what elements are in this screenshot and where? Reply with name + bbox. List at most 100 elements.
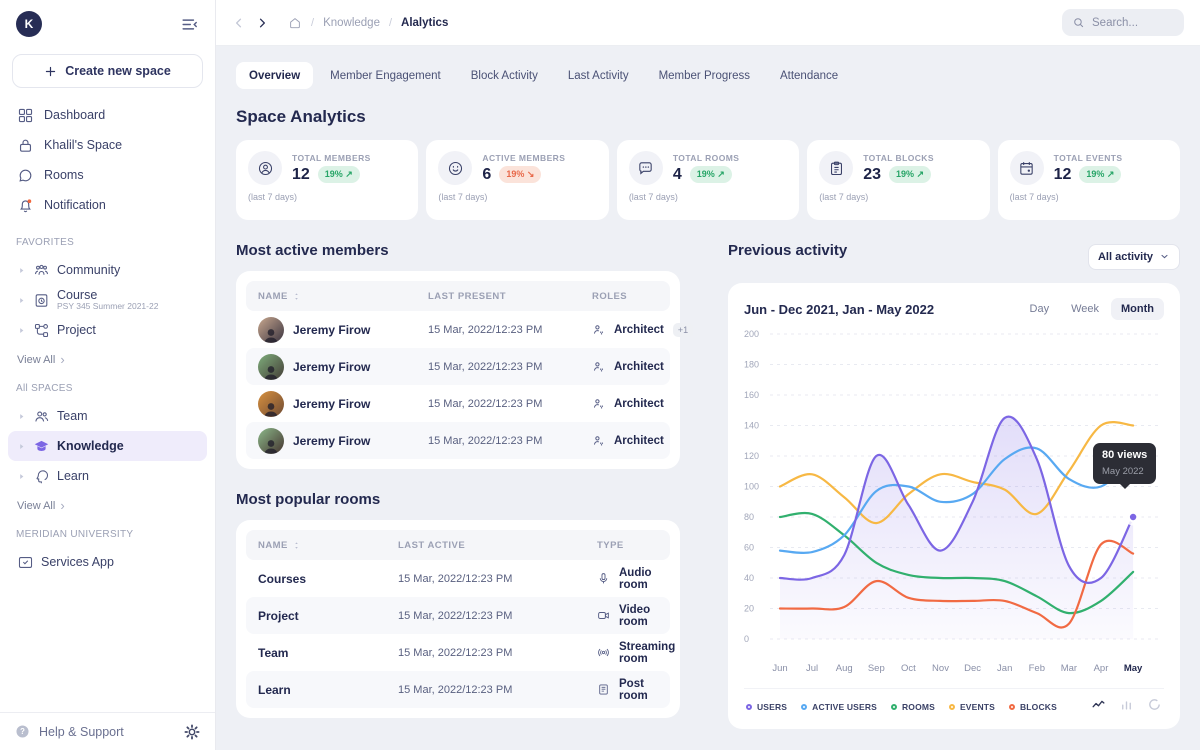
sidebar-item-knowledge[interactable]: Knowledge <box>8 431 207 461</box>
room-row[interactable]: Courses 15 Mar, 2022/12:23 PM Audio room <box>246 560 670 597</box>
sidebar-item-dashboard[interactable]: Dashboard <box>8 100 207 130</box>
period-month[interactable]: Month <box>1111 298 1164 320</box>
tab-member-engagement[interactable]: Member Engagement <box>330 69 441 82</box>
member-name-cell: Jeremy Firow <box>258 316 428 343</box>
breadcrumb-knowledge[interactable]: Knowledge <box>323 16 380 29</box>
legend-item-blocks[interactable]: BLOCKS <box>1009 702 1057 712</box>
change-badge: 19% ↗ <box>1079 166 1122 183</box>
sort-icon[interactable] <box>292 541 301 550</box>
member-row[interactable]: Jeremy Firow 15 Mar, 2022/12:23 PM Archite… <box>246 348 670 385</box>
svg-text:?: ? <box>20 727 25 736</box>
nav-forward-icon[interactable] <box>255 16 269 30</box>
expand-caret-icon[interactable] <box>17 326 26 335</box>
period-day[interactable]: Day <box>1029 303 1050 315</box>
member-row[interactable]: Jeremy Firow 15 Mar, 2022/12:23 PM Archite… <box>246 385 670 422</box>
legend-item-active-users[interactable]: ACTIVE USERS <box>801 702 877 712</box>
legend-label: USERS <box>757 702 788 712</box>
page-content: Overview Member Engagement Block Activity L… <box>216 46 1200 750</box>
chart-area: 0 20 40 60 80 100 120 140 160 180 200 Jun Jul Aug Sep O… <box>744 327 1164 688</box>
room-type: Streaming room <box>619 640 676 665</box>
sidebar-item-notification[interactable]: Notification <box>8 190 207 220</box>
sidebar-item-course[interactable]: Course PSY 345 Summer 2021-22 <box>8 285 207 315</box>
stat-icon-circle <box>628 151 663 185</box>
expand-caret-icon[interactable] <box>17 472 26 481</box>
tab-member-progress[interactable]: Member Progress <box>658 69 750 82</box>
tooltip-value: 80 views <box>1102 449 1148 461</box>
column-header-name[interactable]: NAME <box>258 540 398 551</box>
sidebar-item-team[interactable]: Team <box>8 401 207 431</box>
settings-gear-icon[interactable] <box>183 723 201 741</box>
stat-label: TOTAL BLOCKS <box>863 152 934 163</box>
room-type: Post room <box>619 677 648 702</box>
svg-text:180: 180 <box>744 360 759 370</box>
sidebar-item-services-app[interactable]: Services App <box>8 547 207 577</box>
plus-icon <box>44 65 57 78</box>
line-chart-icon[interactable] <box>1091 697 1106 717</box>
stat-note: (last 7 days) <box>438 192 488 202</box>
sidebar-item-label: Knowledge <box>57 438 124 453</box>
view-all-link[interactable]: View All › <box>17 498 65 513</box>
tab-last-activity[interactable]: Last Activity <box>567 69 629 82</box>
help-support-link[interactable]: ? Help & Support <box>14 723 124 740</box>
sidebar-item-rooms[interactable]: Rooms <box>8 160 207 190</box>
room-row[interactable]: Learn 15 Mar, 2022/12:23 PM Post room <box>246 671 670 708</box>
legend-swatch <box>1009 704 1015 710</box>
activity-line-chart[interactable]: 0 20 40 60 80 100 120 140 160 180 200 Jun Jul Aug Sep O… <box>744 327 1164 683</box>
sidebar-footer: ? Help & Support <box>0 712 215 750</box>
room-row[interactable]: Team 15 Mar, 2022/12:23 PM Streaming room <box>246 634 675 671</box>
member-avatar <box>258 353 284 380</box>
legend-item-rooms[interactable]: ROOMS <box>891 702 935 712</box>
legend-swatch <box>801 704 808 710</box>
room-type-cell: Streaming room <box>597 641 675 665</box>
activity-chart-card: Jun - Dec 2021, Jan - May 2022 Day Week Mo… <box>728 283 1180 729</box>
column-header-name[interactable]: NAME <box>258 291 428 302</box>
search-input[interactable] <box>1092 16 1172 29</box>
stats-row: TOTAL MEMBERS 12 19% ↗ (last 7 days) ACTIVE … <box>236 140 1181 220</box>
sidebar-item-label: Khalil's Space <box>44 138 123 152</box>
sidebar-item-project[interactable]: Project <box>8 315 207 345</box>
breadcrumb-separator: / <box>311 16 315 29</box>
room-row[interactable]: Project 15 Mar, 2022/12:23 PM Video room <box>246 597 670 634</box>
collapse-sidebar-icon[interactable] <box>180 15 199 34</box>
chart-title: Jun - Dec 2021, Jan - May 2022 <box>744 301 935 317</box>
legend-item-users[interactable]: USERS <box>746 702 787 712</box>
expand-caret-icon[interactable] <box>17 266 26 275</box>
donut-chart-icon[interactable] <box>1147 697 1162 717</box>
sidebar-item-community[interactable]: Community <box>8 255 207 285</box>
services-icon <box>17 554 34 571</box>
tab-block-activity[interactable]: Block Activity <box>470 69 538 82</box>
tab-attendance[interactable]: Attendance <box>779 69 839 82</box>
expand-caret-icon[interactable] <box>17 296 26 305</box>
member-row[interactable]: Jeremy Firow 15 Mar, 2022/12:23 PM Archite… <box>246 422 670 459</box>
member-last-present: 15 Mar, 2022/12:23 PM <box>428 434 543 447</box>
nav-back-icon[interactable] <box>232 16 246 30</box>
change-badge: 19% ↘ <box>499 166 542 183</box>
create-new-space-button[interactable]: Create new space <box>12 54 203 88</box>
expand-caret-icon[interactable] <box>17 442 26 451</box>
sidebar-item-learn[interactable]: Learn <box>8 461 207 491</box>
legend-item-events[interactable]: EVENTS <box>948 702 995 712</box>
member-row[interactable]: Jeremy Firow 15 Mar, 2022/12:23 PM Archite… <box>246 311 694 348</box>
chevron-down-icon <box>1159 251 1170 262</box>
home-icon[interactable] <box>288 16 302 30</box>
change-badge: 19% ↗ <box>889 166 932 183</box>
workspace-logo[interactable]: K <box>16 11 42 37</box>
stat-value: 4 <box>672 165 682 183</box>
columns: Most active members NAME LAST PRESENT ROLE… <box>236 242 1180 729</box>
search-box[interactable] <box>1062 9 1184 36</box>
bar-chart-icon[interactable] <box>1119 697 1134 717</box>
tab-overview[interactable]: Overview <box>236 62 314 89</box>
activity-filter-dropdown[interactable]: All activity <box>1087 243 1180 270</box>
extra-roles-badge[interactable]: +1 <box>672 322 694 337</box>
change-badge: 19% ↗ <box>317 166 360 183</box>
view-all-link[interactable]: View All › <box>17 352 65 367</box>
member-roles-cell: Architect +1 <box>592 322 694 337</box>
legend-label: ROOMS <box>902 702 935 712</box>
expand-caret-icon[interactable] <box>17 412 26 421</box>
svg-text:Nov: Nov <box>932 663 949 674</box>
sidebar-item-khalil-s-space[interactable]: Khalil's Space <box>8 130 207 160</box>
period-week[interactable]: Week <box>1071 303 1100 315</box>
room-name: Courses <box>258 571 307 586</box>
sort-icon[interactable] <box>292 292 301 301</box>
stat-note: (last 7 days) <box>819 192 869 202</box>
